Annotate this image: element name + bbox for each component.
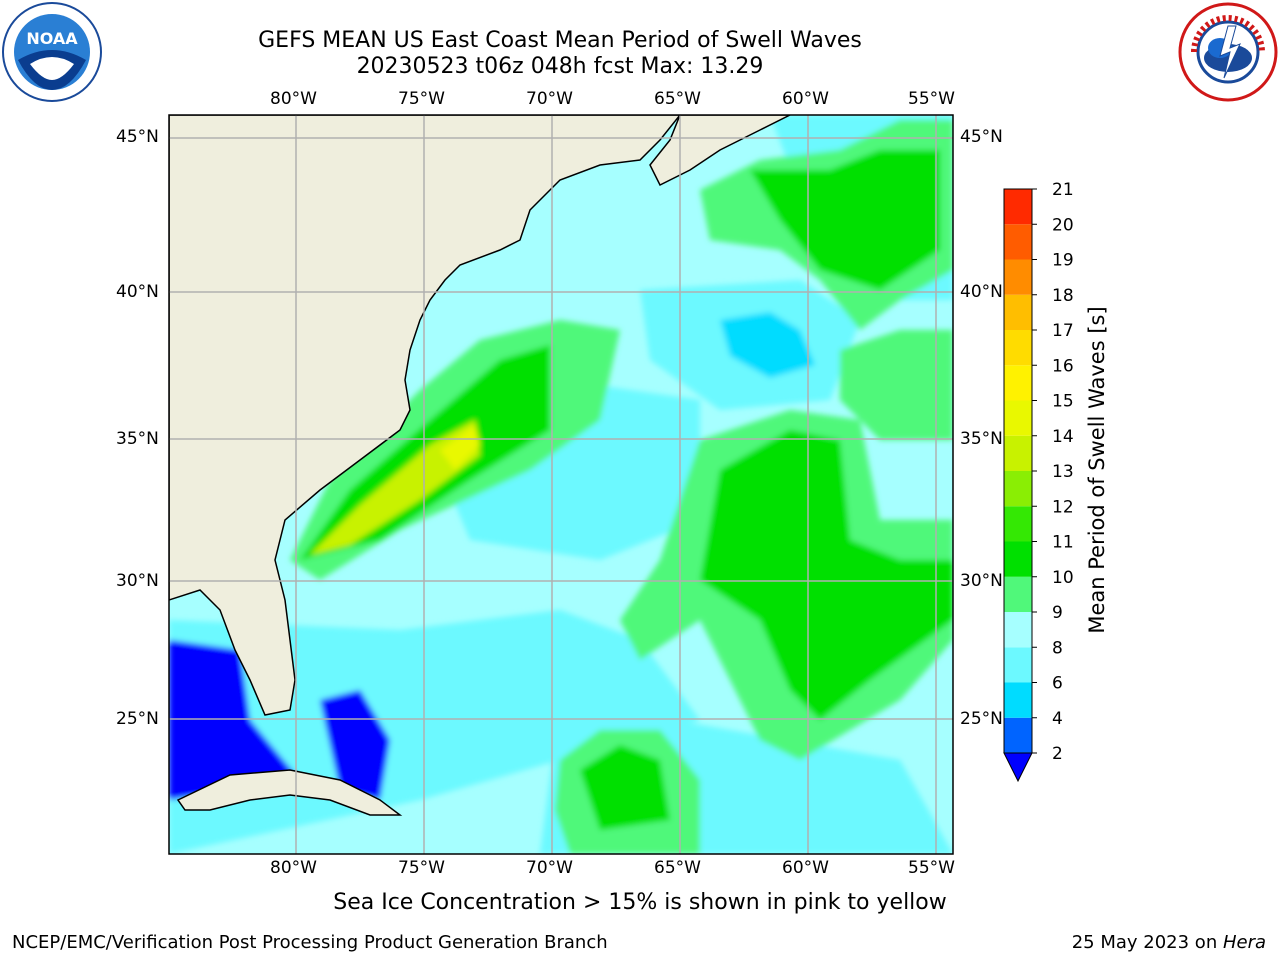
colorbar-box-8 bbox=[1004, 612, 1032, 648]
lon-label-bottom-65w: 65°W bbox=[654, 858, 701, 878]
field-blue-north bbox=[720, 312, 815, 378]
lon-label-top-55w: 55°W bbox=[908, 89, 955, 109]
colorbar-title: Mean Period of Swell Waves [s] bbox=[1085, 306, 1109, 634]
colorbar-box-18 bbox=[1004, 259, 1032, 295]
colorbar-under-triangle bbox=[1003, 752, 1033, 783]
graticule bbox=[169, 115, 953, 854]
colorbar-tick-label: 11 bbox=[1052, 533, 1074, 553]
field-brightgreen-east bbox=[700, 430, 953, 720]
lat-label-right-40n: 40°N bbox=[960, 282, 1003, 302]
colorbar-box-13 bbox=[1004, 435, 1032, 471]
colorbar-box-17 bbox=[1004, 294, 1032, 330]
chart-subtitle: 20230523 t06z 048h fcst Max: 13.29 bbox=[356, 54, 764, 79]
colorbar-tick-label: 20 bbox=[1052, 215, 1074, 235]
colorbar-tick-label: 13 bbox=[1052, 462, 1074, 482]
nws-logo-icon bbox=[1178, 2, 1278, 102]
colorbar-tick-label: 14 bbox=[1052, 427, 1074, 447]
lon-label-bottom-70w: 70°W bbox=[526, 858, 573, 878]
colorbar-tick-label: 18 bbox=[1052, 286, 1074, 306]
colorbar-box-19 bbox=[1004, 224, 1032, 260]
colorbar-box-15 bbox=[1004, 365, 1032, 401]
colorbar-tick-label: 6 bbox=[1052, 674, 1063, 694]
sea-ice-note: Sea Ice Concentration > 15% is shown in … bbox=[333, 890, 947, 915]
lon-label-bottom-75w: 75°W bbox=[398, 858, 445, 878]
field-green-ne2 bbox=[840, 330, 953, 440]
colorbar-box-14 bbox=[1004, 400, 1032, 436]
colorbar-box-12 bbox=[1004, 471, 1032, 507]
colorbar-tick-label: 8 bbox=[1052, 638, 1063, 658]
field-brightgreen-ne bbox=[750, 150, 940, 290]
cuba-land bbox=[176, 769, 403, 816]
colorbar-tick-label: 16 bbox=[1052, 356, 1074, 376]
lat-label-left-35n: 35°N bbox=[116, 429, 159, 449]
lat-label-left-30n: 30°N bbox=[116, 571, 159, 591]
colorbar-box-10 bbox=[1004, 541, 1032, 577]
lon-label-bottom-60w: 60°W bbox=[782, 858, 829, 878]
lon-label-bottom-80w: 80°W bbox=[270, 858, 317, 878]
noaa-logo-icon: NOAA bbox=[2, 2, 102, 102]
field-blue-bahamas bbox=[320, 690, 390, 800]
lon-label-top-80w: 80°W bbox=[270, 89, 317, 109]
colorbar-tick-label: 12 bbox=[1052, 497, 1074, 517]
colorbar-tick-label: 10 bbox=[1052, 568, 1074, 588]
lat-label-right-45n: 45°N bbox=[960, 127, 1003, 147]
colorbar-tick-label: 15 bbox=[1052, 392, 1074, 412]
colorbar-tick-label: 21 bbox=[1052, 180, 1074, 200]
colorbar-box-9 bbox=[1004, 576, 1032, 612]
footer-date-text: 25 May 2023 on bbox=[1071, 932, 1223, 953]
chart-title: GEFS MEAN US East Coast Mean Period of S… bbox=[258, 28, 862, 53]
field-yellowgreen-core bbox=[440, 425, 480, 470]
colorbar-box-2 bbox=[1004, 717, 1032, 753]
field-brightgreen-se bbox=[580, 745, 670, 830]
nova-scotia-land bbox=[649, 115, 791, 187]
lon-label-bottom-55w: 55°W bbox=[908, 858, 955, 878]
footer-host: Hera bbox=[1222, 932, 1266, 953]
lon-label-top-60w: 60°W bbox=[782, 89, 829, 109]
colorbar-box-20 bbox=[1004, 189, 1032, 225]
svg-text:NOAA: NOAA bbox=[26, 29, 78, 48]
lat-label-left-45n: 45°N bbox=[116, 127, 159, 147]
colorbar-box-11 bbox=[1004, 506, 1032, 542]
footer-credit: NCEP/EMC/Verification Post Processing Pr… bbox=[12, 932, 608, 953]
colorbar-box-6 bbox=[1004, 647, 1032, 683]
lat-label-right-35n: 35°N bbox=[960, 429, 1003, 449]
colorbar: 2 4 6 8 9 10 11 12 13 14 15 16 17 18 19 20 21 bbox=[1003, 180, 1074, 783]
colorbar-box-4 bbox=[1004, 682, 1032, 718]
lat-label-left-40n: 40°N bbox=[116, 282, 159, 302]
colorbar-tick-label: 9 bbox=[1052, 603, 1063, 623]
lon-label-top-70w: 70°W bbox=[526, 89, 573, 109]
lon-label-top-75w: 75°W bbox=[398, 89, 445, 109]
map-frame bbox=[168, 114, 954, 855]
field-blue-gulf bbox=[169, 640, 300, 800]
colorbar-tick-label: 2 bbox=[1052, 744, 1063, 764]
lon-label-top-65w: 65°W bbox=[654, 89, 701, 109]
colorbar-tick-label: 19 bbox=[1052, 251, 1074, 271]
colorbar-box-16 bbox=[1004, 330, 1032, 366]
lat-label-right-30n: 30°N bbox=[960, 571, 1003, 591]
lat-label-left-25n: 25°N bbox=[116, 709, 159, 729]
colorbar-tick-label: 17 bbox=[1052, 321, 1074, 341]
field-yellowgreen-coast bbox=[310, 420, 480, 555]
footer-date: 25 May 2023 on Hera bbox=[1072, 932, 1266, 953]
lat-label-right-25n: 25°N bbox=[960, 709, 1003, 729]
colorbar-tick-label: 4 bbox=[1052, 709, 1063, 729]
